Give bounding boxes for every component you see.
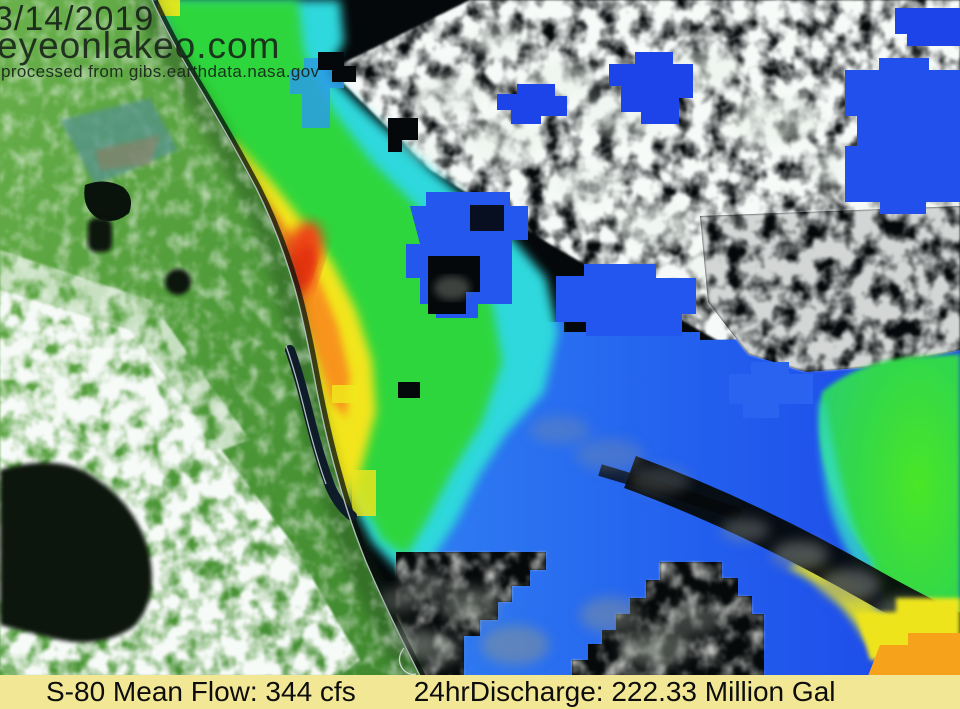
flow-reading: S-80 Mean Flow: 344 cfs — [46, 676, 356, 707]
site-watermark: eyeonlakeo.com — [0, 25, 281, 66]
status-banner: S-80 Mean Flow: 344 cfs 24hrDischarge: 2… — [0, 675, 960, 709]
data-patch — [609, 52, 693, 124]
attribution-label: processed from gibs.earthdata.nasa.gov — [1, 62, 320, 81]
data-overlay-corner-high — [856, 598, 960, 676]
satellite-map-canvas — [0, 0, 960, 675]
data-patch — [729, 362, 813, 418]
coastline — [151, 0, 423, 675]
satellite-map: 3/14/2019 eyeonlakeo.com processed from … — [0, 0, 960, 675]
lagoon — [285, 345, 357, 521]
discharge-reading: 24hrDischarge: 222.33 Million Gal — [413, 676, 836, 707]
data-patch — [406, 192, 528, 318]
coastal-clouds — [380, 587, 434, 654]
date-label: 3/14/2019 — [0, 0, 155, 38]
data-patch — [556, 264, 696, 336]
inland-water — [0, 98, 191, 643]
land-clouds-band — [0, 250, 250, 480]
data-patch — [845, 58, 960, 214]
lake — [0, 462, 152, 643]
cloud-cover-bottom — [396, 552, 764, 676]
land-mass — [0, 0, 420, 675]
cloud-mask-bits — [318, 52, 504, 398]
data-patch — [497, 84, 567, 124]
data-patch — [895, 8, 960, 46]
